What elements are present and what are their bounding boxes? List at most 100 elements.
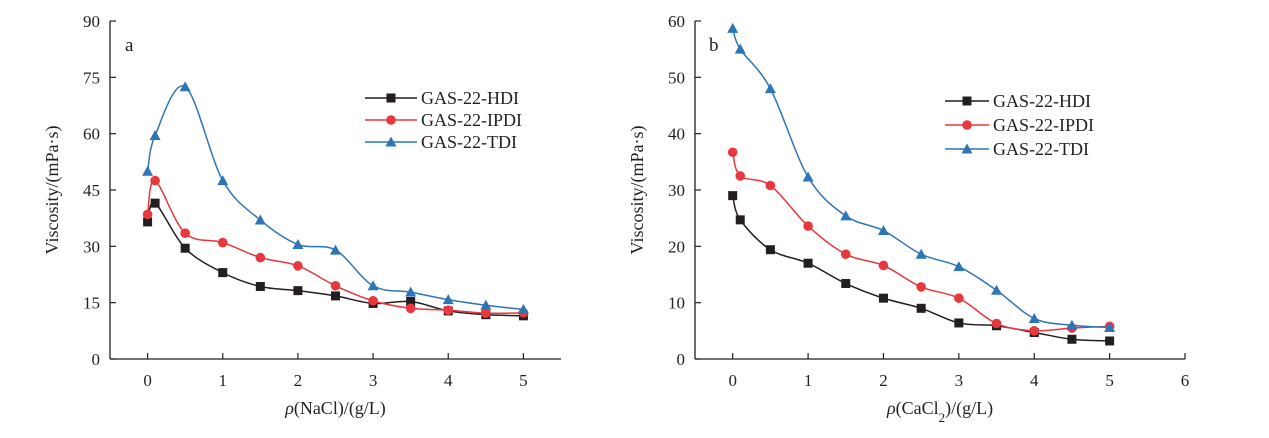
data-point — [803, 221, 813, 231]
data-point — [293, 261, 303, 271]
y-tick-label: 0 — [677, 350, 686, 369]
y-tick-label: 10 — [668, 294, 685, 313]
data-point — [292, 238, 304, 249]
x-tick-label: 0 — [143, 371, 152, 390]
x-axis-label: ρ(NaCl)/(g/L) — [284, 398, 386, 419]
x-tick-label: 0 — [728, 371, 737, 390]
data-point — [149, 130, 161, 141]
data-point — [841, 279, 851, 289]
legend-marker — [962, 120, 972, 130]
y-tick-label: 75 — [83, 68, 100, 87]
data-point — [293, 286, 303, 296]
data-point — [915, 248, 927, 259]
y-tick-label: 50 — [668, 68, 685, 87]
y-tick-label: 15 — [83, 294, 100, 313]
data-point — [180, 243, 190, 253]
data-point — [953, 261, 965, 272]
legend-label: GAS-22-TDI — [993, 139, 1089, 159]
legend-marker — [962, 96, 972, 106]
data-point — [142, 209, 153, 220]
data-point — [735, 171, 746, 181]
data-point — [218, 268, 228, 278]
y-axis-label: Viscosity/(mPa·s) — [42, 126, 63, 255]
x-tick-label: 2 — [879, 371, 888, 390]
data-point — [803, 258, 813, 268]
data-point — [331, 291, 340, 301]
x-tick-label: 5 — [1105, 371, 1114, 390]
x-axis-label-part: (CaCl — [896, 398, 939, 419]
data-point — [443, 305, 454, 315]
data-point — [330, 244, 341, 255]
data-point — [878, 260, 889, 271]
panel-label: b — [709, 35, 719, 56]
data-point — [734, 43, 746, 54]
data-point — [878, 293, 888, 303]
x-axis-label-symbol: ρ — [284, 398, 294, 418]
panel-label: a — [125, 35, 134, 56]
chart-panel-b: 0 10 20 30 40 50 60 0 1 2 3 4 5 6 Viscosity/(mPa·s) ρ(C… — [627, 12, 1189, 425]
x-axis-label-part: )/(g/L) — [945, 398, 993, 419]
data-point — [1029, 326, 1040, 336]
data-point — [765, 245, 775, 255]
y-tick-label: 90 — [83, 12, 100, 31]
data-point — [991, 284, 1003, 295]
y-tick-label: 40 — [668, 125, 685, 144]
legend-label: GAS-22-IPDI — [993, 115, 1094, 135]
data-point — [954, 293, 964, 303]
y-tick-label: 0 — [92, 350, 101, 369]
data-point — [765, 180, 776, 191]
data-point — [368, 295, 378, 306]
legend-label: GAS-22-HDI — [993, 91, 1091, 111]
data-point — [254, 214, 266, 225]
data-point — [406, 297, 416, 307]
legend-label: GAS-22-IPDI — [421, 110, 522, 130]
data-point — [1066, 319, 1078, 330]
data-point — [916, 303, 926, 313]
y-tick-label: 30 — [83, 237, 100, 256]
data-point — [367, 280, 379, 291]
series-line — [731, 195, 1110, 342]
x-tick-label: 1 — [804, 371, 813, 390]
data-point — [217, 175, 229, 186]
y-tick-label: 60 — [668, 12, 685, 31]
data-point — [255, 252, 266, 263]
y-tick-label: 30 — [668, 181, 685, 200]
x-tick-label: 5 — [519, 371, 528, 390]
data-point — [150, 198, 160, 208]
data-point — [1067, 334, 1077, 344]
data-point — [916, 282, 926, 292]
data-point — [330, 280, 341, 291]
x-axis-label-part: (NaCl)/(g/L) — [294, 398, 386, 419]
data-point — [727, 147, 738, 158]
data-point — [180, 228, 190, 238]
data-point — [991, 318, 1002, 329]
data-point — [517, 303, 529, 314]
legend-label: GAS-22-TDI — [421, 132, 517, 152]
data-point — [480, 299, 492, 310]
data-point — [727, 22, 739, 33]
x-tick-label: 4 — [1030, 371, 1039, 390]
data-point — [217, 237, 228, 248]
legend-label: GAS-22-HDI — [421, 88, 519, 108]
y-axis-label: Viscosity/(mPa·s) — [627, 126, 648, 255]
y-tick-label: 20 — [668, 237, 685, 256]
data-point — [728, 191, 738, 201]
data-point — [802, 171, 814, 182]
y-tick-label: 45 — [83, 181, 100, 200]
x-tick-label: 1 — [219, 371, 228, 390]
data-point — [954, 318, 964, 328]
data-point — [405, 303, 416, 314]
legend: GAS-22-HDI GAS-22-IPDI GAS-22-TDI — [945, 91, 1094, 159]
legend-marker — [386, 93, 396, 103]
x-tick-label: 3 — [369, 371, 378, 390]
data-point — [840, 210, 852, 221]
x-tick-label: 4 — [444, 371, 453, 390]
x-axis-label-subscript: 2 — [939, 410, 946, 425]
x-axis-label-symbol: ρ — [886, 398, 896, 418]
data-point — [1105, 336, 1115, 346]
y-tick-label: 60 — [83, 125, 100, 144]
data-point — [764, 83, 776, 94]
data-point — [442, 294, 454, 305]
